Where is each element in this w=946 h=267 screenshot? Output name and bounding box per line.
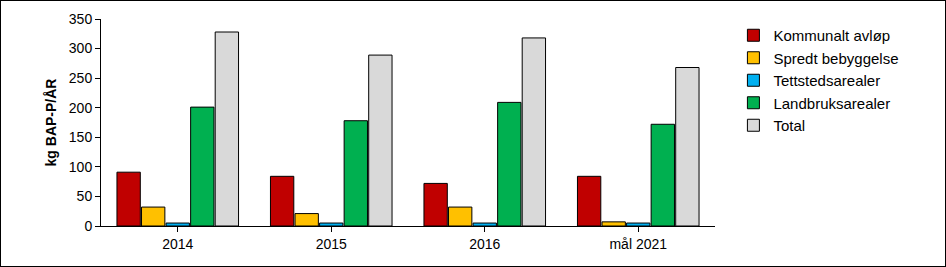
svg-text:100: 100 — [69, 159, 93, 175]
svg-text:2016: 2016 — [469, 236, 500, 252]
svg-text:mål 2021: mål 2021 — [609, 236, 667, 252]
svg-text:50: 50 — [77, 188, 93, 204]
svg-text:2014: 2014 — [162, 236, 193, 252]
svg-text:Spredt bebyggelse: Spredt bebyggelse — [773, 50, 898, 67]
svg-text:Total: Total — [773, 117, 805, 134]
svg-text:kg BAP-P/ÅR: kg BAP-P/ÅR — [43, 79, 59, 167]
svg-text:300: 300 — [69, 40, 93, 56]
svg-text:2015: 2015 — [316, 236, 347, 252]
svg-text:250: 250 — [69, 70, 93, 86]
svg-text:350: 350 — [69, 11, 93, 27]
svg-text:Tettstedsarealer: Tettstedsarealer — [773, 72, 880, 89]
svg-text:0: 0 — [84, 218, 92, 234]
svg-text:200: 200 — [69, 100, 93, 116]
svg-text:Kommunalt avløp: Kommunalt avløp — [773, 27, 890, 44]
svg-text:Landbruksarealer: Landbruksarealer — [773, 95, 890, 112]
svg-text:150: 150 — [69, 129, 93, 145]
